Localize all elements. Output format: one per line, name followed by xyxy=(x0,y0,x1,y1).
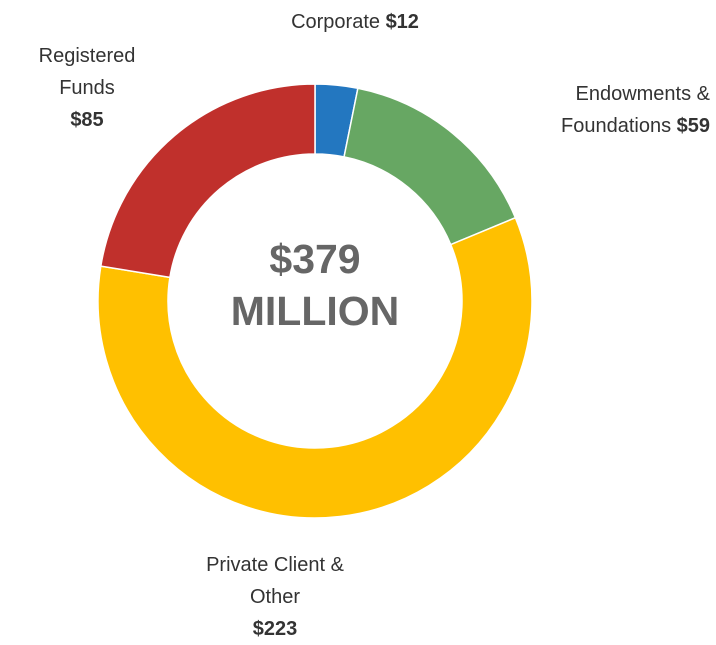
category-name: Private Client & Other xyxy=(206,554,344,608)
value-label: $85 xyxy=(70,109,104,131)
segment-label: Private Client & Other $223 xyxy=(170,549,380,645)
category-name: Corporate xyxy=(291,11,380,33)
category-name: Registered Funds xyxy=(38,45,136,99)
category-name: Endowments & Foundations xyxy=(560,83,710,137)
donut-segment xyxy=(97,216,533,519)
donut-segment xyxy=(99,83,316,279)
segment-label: Endowments & Foundations $59 xyxy=(460,78,710,142)
segment-label: Corporate $12 xyxy=(225,6,485,38)
center-unit: MILLION xyxy=(230,288,400,334)
value-label: $223 xyxy=(252,618,298,640)
value-label: $59 xyxy=(676,115,710,137)
center-total: $379 xyxy=(269,236,361,282)
value-label: $12 xyxy=(385,11,419,33)
segment-label: Registered Funds $85 xyxy=(17,40,157,136)
